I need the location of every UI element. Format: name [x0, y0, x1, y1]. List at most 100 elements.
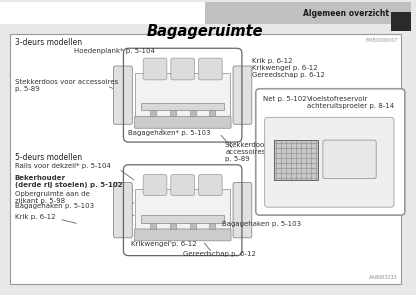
Bar: [243, 2, 245, 24]
Bar: [219, 2, 221, 24]
Bar: [211, 2, 213, 24]
Bar: [67, 2, 69, 24]
Bar: [65, 2, 67, 24]
Bar: [152, 2, 154, 24]
Bar: [221, 2, 223, 24]
Bar: [180, 2, 182, 24]
Bar: [87, 2, 89, 24]
Bar: [101, 2, 103, 24]
Bar: [253, 2, 255, 24]
Bar: [278, 2, 280, 24]
Bar: [93, 2, 95, 24]
Bar: [262, 2, 265, 24]
Bar: [183, 2, 186, 24]
Bar: [251, 2, 253, 24]
Bar: [174, 2, 176, 24]
Text: Rails voor dekzeil* p. 5-104: Rails voor dekzeil* p. 5-104: [15, 163, 111, 169]
Text: Bekerhouder
(derde rij stoelen) p. 5-102: Bekerhouder (derde rij stoelen) p. 5-102: [15, 175, 122, 188]
Bar: [272, 2, 275, 24]
Bar: [369, 2, 371, 24]
Bar: [312, 2, 314, 24]
Bar: [292, 2, 294, 24]
Bar: [43, 2, 45, 24]
Bar: [146, 2, 148, 24]
Text: Krik p. 6-12: Krik p. 6-12: [15, 214, 55, 220]
Bar: [257, 2, 259, 24]
Bar: [215, 2, 217, 24]
Bar: [342, 2, 344, 24]
Bar: [35, 2, 37, 24]
Bar: [114, 2, 116, 24]
Bar: [300, 2, 302, 24]
Bar: [367, 2, 369, 24]
Bar: [269, 2, 270, 24]
FancyBboxPatch shape: [10, 35, 401, 284]
Bar: [42, 2, 43, 24]
Bar: [213, 2, 215, 24]
Bar: [138, 2, 140, 24]
Bar: [377, 2, 379, 24]
Bar: [16, 2, 18, 24]
Bar: [198, 2, 199, 24]
Bar: [223, 2, 225, 24]
Bar: [103, 2, 105, 24]
Bar: [206, 2, 411, 24]
Bar: [207, 2, 209, 24]
Bar: [34, 2, 35, 24]
Bar: [275, 2, 277, 24]
Bar: [375, 2, 377, 24]
Bar: [75, 2, 77, 24]
Bar: [393, 2, 395, 24]
Bar: [365, 2, 367, 24]
Bar: [105, 2, 106, 24]
Bar: [85, 2, 87, 24]
FancyBboxPatch shape: [198, 175, 222, 195]
Bar: [116, 2, 119, 24]
Bar: [277, 2, 278, 24]
Bar: [40, 2, 42, 24]
Bar: [231, 2, 233, 24]
Text: EMB0000007: EMB0000007: [365, 38, 398, 43]
Bar: [233, 2, 235, 24]
Text: Gereedschap p. 6-12: Gereedschap p. 6-12: [183, 251, 255, 257]
Bar: [282, 2, 285, 24]
Bar: [0, 2, 2, 24]
Text: Opbergruimte aan de
zijkant p. 5-98: Opbergruimte aan de zijkant p. 5-98: [15, 191, 89, 204]
Bar: [170, 2, 172, 24]
Bar: [344, 2, 346, 24]
Bar: [346, 2, 348, 24]
Bar: [129, 2, 130, 24]
Bar: [4, 2, 6, 24]
Bar: [320, 2, 322, 24]
Bar: [385, 2, 387, 24]
Bar: [239, 2, 241, 24]
Bar: [156, 2, 158, 24]
Bar: [10, 2, 12, 24]
Bar: [326, 2, 328, 24]
Bar: [136, 2, 138, 24]
Bar: [30, 2, 32, 24]
Bar: [109, 2, 111, 24]
Bar: [245, 2, 247, 24]
Bar: [379, 2, 381, 24]
Bar: [24, 2, 26, 24]
Text: Vloeistofreservoir
achteruitsproeier p. 8-14: Vloeistofreservoir achteruitsproeier p. …: [307, 96, 394, 109]
Bar: [142, 2, 144, 24]
Bar: [206, 2, 207, 24]
Bar: [164, 2, 166, 24]
Bar: [89, 2, 91, 24]
Bar: [73, 2, 75, 24]
FancyBboxPatch shape: [171, 175, 195, 195]
Bar: [338, 2, 340, 24]
Bar: [391, 12, 411, 32]
Bar: [18, 2, 20, 24]
Bar: [141, 215, 224, 223]
Bar: [188, 2, 190, 24]
Bar: [285, 2, 286, 24]
Text: Net p. 5-102: Net p. 5-102: [262, 96, 306, 102]
Bar: [306, 2, 308, 24]
Bar: [176, 2, 178, 24]
Bar: [132, 2, 134, 24]
Bar: [332, 2, 334, 24]
Bar: [119, 2, 121, 24]
